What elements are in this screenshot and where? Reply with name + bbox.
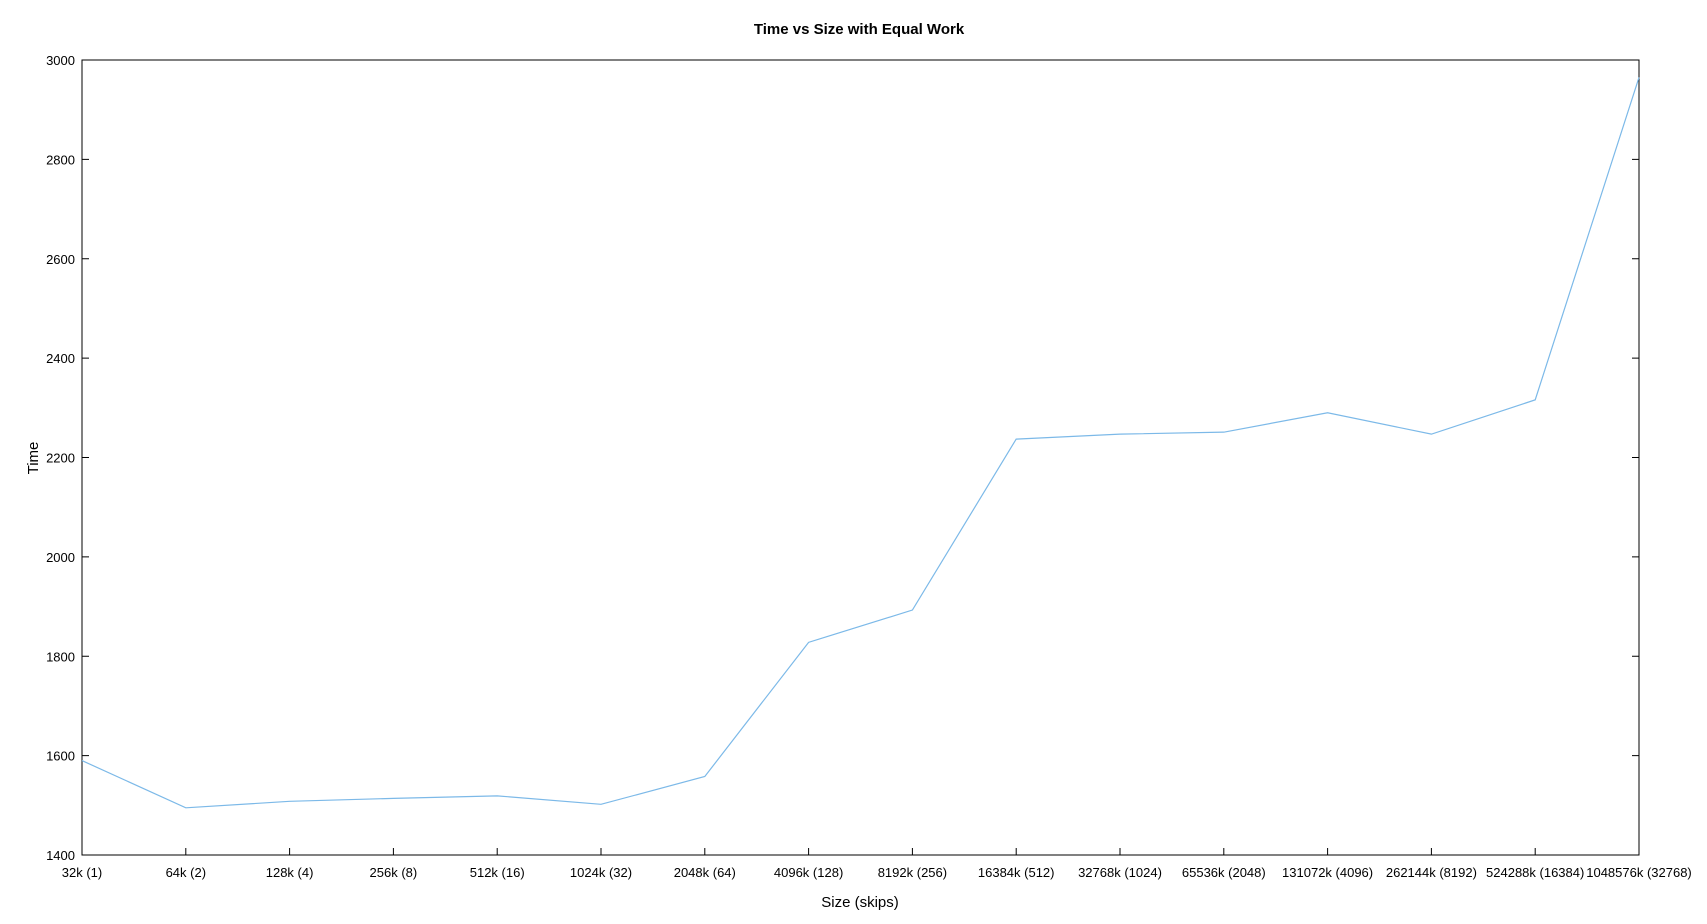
- y-tick-label: 3000: [46, 53, 75, 68]
- x-tick-label: 32768k (1024): [1078, 865, 1162, 880]
- y-tick-label: 1600: [46, 749, 75, 764]
- x-tick-label: 16384k (512): [978, 865, 1055, 880]
- x-tick-label: 1048576k (32768): [1586, 865, 1692, 880]
- x-tick-label: 2048k (64): [674, 865, 736, 880]
- x-axis-label: Size (skips): [821, 894, 899, 911]
- y-tick-label: 2000: [46, 550, 75, 565]
- x-tick-label: 512k (16): [470, 865, 525, 880]
- x-tick-label: 65536k (2048): [1182, 865, 1266, 880]
- series-line: [81, 77, 1640, 809]
- x-tick-label: 256k (8): [370, 865, 418, 880]
- y-axis-label: Time: [25, 442, 42, 475]
- chart-title: Time vs Size with Equal Work: [754, 21, 965, 38]
- y-tick-label: 1800: [46, 649, 75, 664]
- y-tick-label: 2600: [46, 252, 75, 267]
- y-axis: 1400 1600 1800 2000 2200 2400 2600 2800 3000: [46, 53, 1639, 863]
- y-tick-label: 2800: [46, 152, 75, 167]
- y-tick-label: 1400: [46, 848, 75, 863]
- y-tick-label: 2400: [46, 351, 75, 366]
- x-tick-label: 4096k (128): [774, 865, 843, 880]
- x-tick-label: 32k (1): [62, 865, 102, 880]
- x-tick-label: 64k (2): [166, 865, 206, 880]
- y-tick-label: 2200: [46, 451, 75, 466]
- x-tick-label: 524288k (16384): [1486, 865, 1584, 880]
- x-tick-label: 128k (4): [266, 865, 314, 880]
- plot-frame: [81, 59, 1640, 856]
- x-tick-label: 1024k (32): [570, 865, 632, 880]
- x-axis: 32k (1) 64k (2) 128k (4) 256k (8) 512k (16) 1…: [62, 848, 1692, 880]
- x-tick-label: 131072k (4096): [1282, 865, 1373, 880]
- series-layer: [81, 77, 1640, 809]
- x-tick-label: 8192k (256): [878, 865, 947, 880]
- x-tick-label: 262144k (8192): [1386, 865, 1477, 880]
